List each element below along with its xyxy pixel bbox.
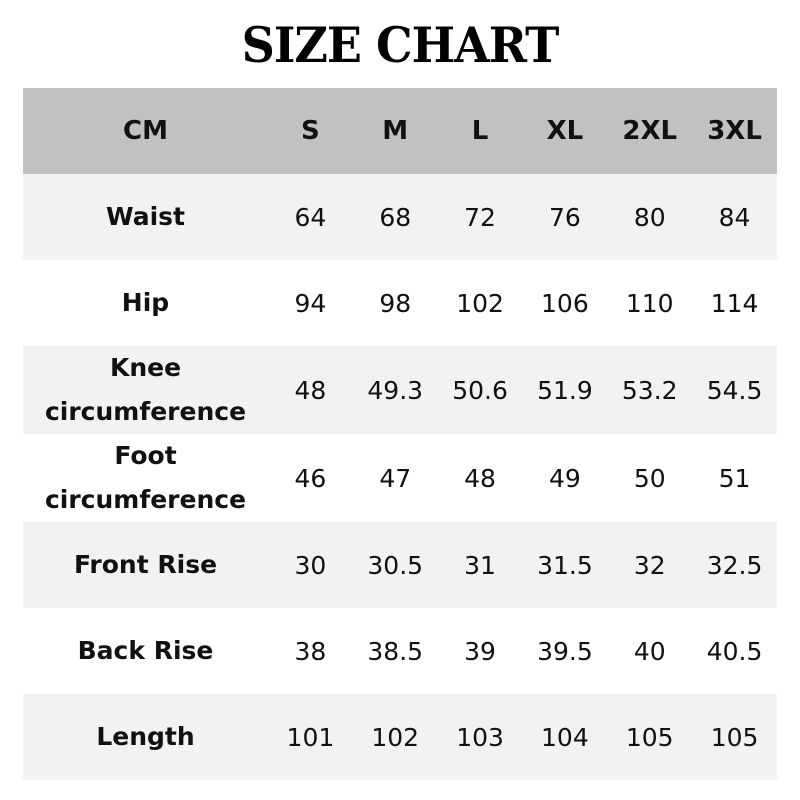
row-label: Front Rise (73, 550, 218, 579)
measurement-cell: 54.5 (706, 375, 763, 405)
measurement-cell: 31.5 (537, 550, 593, 580)
row-label: Waist (106, 202, 185, 231)
measurement-cell: 40 (633, 636, 666, 666)
measurement-cell: 46 (294, 463, 327, 493)
measurement-cell: 114 (710, 288, 759, 318)
measurement-cell: 32.5 (706, 550, 763, 580)
measurement-cell: 39 (464, 636, 496, 666)
row-label: Length (96, 722, 195, 751)
measurement-cell: 48 (464, 463, 496, 493)
table-row: Foot circumference 46 47 48 49 50 51 (23, 434, 777, 522)
measurement-cell: 110 (625, 288, 674, 318)
size-header: 2XL (622, 116, 678, 146)
row-label: Knee circumference (44, 353, 247, 426)
measurement-cell: 49 (548, 463, 581, 493)
measurement-cell: 49.3 (367, 375, 424, 405)
measurement-cell: 105 (625, 722, 674, 752)
measurement-cell: 76 (548, 202, 581, 232)
size-header: XL (546, 116, 584, 146)
measurement-cell: 106 (541, 288, 589, 318)
row-label: Hip (121, 288, 170, 317)
measurement-cell: 102 (371, 722, 420, 752)
measurement-cell: 38 (294, 636, 327, 666)
measurement-cell: 105 (710, 722, 759, 752)
measurement-cell: 38.5 (367, 636, 424, 666)
table-row: Length 101 102 103 104 105 105 (23, 694, 777, 780)
unit-header: CM (123, 116, 168, 146)
measurement-cell: 64 (294, 202, 327, 232)
measurement-cell: 50.6 (452, 375, 508, 405)
table-row: Hip 94 98 102 106 110 114 (23, 260, 777, 346)
size-header: S (301, 116, 320, 146)
measurement-cell: 68 (379, 202, 412, 232)
measurement-cell: 30.5 (367, 550, 424, 580)
table-row: Knee circumference 48 49.3 50.6 51.9 53.2 54.5 (23, 346, 777, 434)
measurement-cell: 32 (633, 550, 666, 580)
size-header: M (382, 116, 409, 146)
size-chart-table: CM S M L XL 2XL 3XL Waist 64 68 72 76 80 84 Hip 94 98 10… (23, 88, 777, 780)
measurement-cell: 51.9 (537, 375, 593, 405)
measurement-cell: 101 (286, 722, 335, 752)
measurement-cell: 72 (464, 202, 496, 232)
size-header: L (471, 116, 489, 146)
measurement-cell: 50 (633, 463, 666, 493)
measurement-cell: 80 (633, 202, 666, 232)
measurement-cell: 103 (456, 722, 504, 752)
measurement-cell: 84 (718, 202, 751, 232)
measurement-cell: 94 (294, 288, 327, 318)
measurement-cell: 48 (294, 375, 327, 405)
measurement-cell: 30 (294, 550, 327, 580)
measurement-cell: 47 (379, 463, 412, 493)
page-title: SIZE CHART (241, 16, 560, 74)
table-row: Back Rise 38 38.5 39 39.5 40 40.5 (23, 608, 777, 694)
measurement-cell: 51 (718, 463, 751, 493)
table-row: Waist 64 68 72 76 80 84 (23, 174, 777, 260)
measurement-cell: 53.2 (621, 375, 678, 405)
table-row: Front Rise 30 30.5 31 31.5 32 32.5 (23, 522, 777, 608)
measurement-cell: 31 (464, 550, 496, 580)
measurement-cell: 102 (456, 288, 504, 318)
size-header: 3XL (707, 116, 762, 146)
measurement-cell: 98 (379, 288, 412, 318)
measurement-cell: 40.5 (706, 636, 763, 666)
row-label: Foot circumference (44, 441, 247, 514)
table-header-row: CM S M L XL 2XL 3XL (23, 88, 777, 174)
row-label: Back Rise (77, 636, 214, 665)
measurement-cell: 39.5 (537, 636, 593, 666)
measurement-cell: 104 (541, 722, 589, 752)
